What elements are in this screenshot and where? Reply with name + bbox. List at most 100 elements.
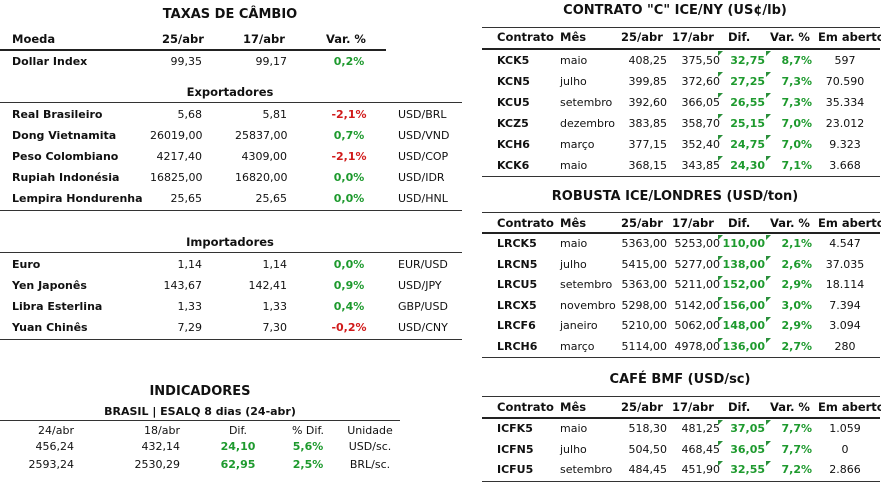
up-marker-icon: [766, 337, 771, 343]
fx-pair: GBP/USD: [398, 300, 448, 313]
futures-header-month: Mês: [560, 400, 587, 414]
indicator-18abr: 2530,29: [134, 458, 181, 471]
fx-value-17abr: 4309,00: [241, 150, 288, 163]
fx-value-17abr: 1,14: [262, 258, 288, 271]
indicators-title: INDICADORES: [149, 384, 251, 399]
futures-var-pct: 2,9%: [781, 278, 812, 291]
up-marker-icon: [766, 420, 771, 425]
futures-month: julho: [560, 75, 587, 88]
ind-h-v1: 24/abr: [38, 424, 74, 437]
futures-dif: 138,00: [722, 257, 765, 271]
importers-bottom-rule: [0, 339, 462, 340]
futures-contract: LRCF6: [497, 319, 536, 332]
indicator-unit: USD/sc.: [348, 440, 392, 453]
futures-open-interest: 4.547: [829, 237, 861, 250]
importers-title: Importadores: [186, 235, 274, 249]
exporters-bottom-rule: [0, 210, 462, 211]
futures-month: setembro: [560, 463, 613, 476]
futures-value-25abr: 5298,00: [621, 298, 668, 312]
futures-value-25abr: 5363,00: [621, 278, 668, 291]
futures-row: KCK6 maio 368,15 343,85 24,30 7,1% 3.668: [0, 155, 881, 176]
exporters-rule: [0, 102, 462, 103]
futures-dif: 27,25: [730, 75, 765, 88]
up-marker-icon: [766, 276, 771, 281]
futures-open-interest: 3.668: [829, 159, 861, 172]
futures-month: dezembro: [560, 117, 615, 130]
up-marker-icon: [718, 461, 723, 466]
futures-contract: KCK5: [497, 54, 530, 67]
indicator-pct-dif: 2,5%: [292, 458, 324, 471]
futures-value-17abr: 481,25: [681, 422, 721, 435]
futures-month: setembro: [560, 96, 613, 109]
futures-header-row: Contrato Mês 25/abr 17/abr Dif. Var. % Em aber…: [0, 397, 881, 418]
futures-var-pct: 7,0%: [781, 117, 812, 130]
futures-var-pct: 2,6%: [781, 257, 812, 271]
fx-var-pct: -0,2%: [331, 321, 367, 334]
up-marker-icon: [718, 420, 723, 425]
futures-value-17abr: 375,50: [681, 54, 721, 67]
futures-dif: 24,75: [730, 138, 765, 151]
fx-row: Yen Japonês 143,67 142,41 0,9% USD/JPY: [0, 275, 462, 296]
indicator-dif: 62,95: [220, 458, 256, 471]
fx-var-pct: -2,1%: [331, 150, 367, 163]
indicators-header: 24/abr 18/abr Dif. % Dif. Unidade: [0, 420, 400, 441]
futures-value-25abr: 5210,00: [621, 319, 668, 332]
futures-value-17abr: 5062,00: [674, 319, 721, 332]
futures-dif: 156,00: [722, 298, 765, 312]
up-marker-icon: [766, 51, 771, 56]
futures-header-dif: Dif.: [728, 216, 751, 230]
futures-row: LRCN5 julho 5415,00 5277,00 138,00 2,6% 37.035: [0, 255, 881, 276]
fx-value-17abr: 7,30: [262, 321, 288, 334]
futures-open-interest: 18.114: [825, 278, 865, 291]
fx-value-17abr: 142,41: [248, 279, 288, 292]
futures-value-17abr: 5253,00: [674, 237, 721, 250]
futures-value-17abr: 5277,00: [674, 257, 721, 271]
fx-var-pct: 0,9%: [333, 279, 365, 292]
fx-header-currency: Moeda: [12, 32, 56, 46]
exporters-title: Exportadores: [186, 85, 274, 99]
up-marker-icon: [718, 156, 723, 161]
fx-currency-name: Dong Vietnamita: [12, 129, 117, 142]
ind-h-pct: % Dif.: [291, 424, 325, 437]
futures-dif: 36,05: [730, 442, 765, 456]
futures-header-contract: Contrato: [497, 216, 554, 230]
bmf-header-rule: [482, 417, 880, 419]
futures-value-25abr: 518,30: [628, 422, 668, 435]
fx-value-17abr: 5,81: [262, 108, 288, 121]
ny-top-rule: [482, 27, 880, 28]
ind-h-dif: Dif.: [228, 424, 248, 437]
futures-contract: ICFK5: [497, 422, 533, 435]
futures-dif: 25,15: [730, 117, 765, 130]
futures-value-25abr: 377,15: [628, 138, 668, 151]
london-bottom-rule: [482, 357, 880, 358]
futures-contract: LRCU5: [497, 278, 538, 291]
up-marker-icon: [718, 114, 723, 119]
up-marker-icon: [718, 235, 723, 240]
futures-dif: 110,00: [722, 237, 765, 250]
fx-header-rule: [0, 49, 386, 51]
futures-header-row: Contrato Mês 25/abr 17/abr Dif. Var. % Em aber…: [0, 213, 881, 234]
futures-header-value-25abr: 25/abr: [621, 216, 663, 230]
futures-row: LRCX5 novembro 5298,00 5142,00 156,00 3,0% 7.3…: [0, 296, 881, 317]
fx-pair: USD/VND: [398, 129, 450, 142]
futures-dif: 32,55: [730, 463, 765, 476]
indicator-row: 456,24 432,14 24,10 5,6% USD/sc.: [0, 438, 400, 456]
futures-contract: KCN5: [497, 75, 530, 88]
futures-header-month: Mês: [560, 216, 587, 230]
fx-value-25abr: 7,29: [177, 321, 203, 334]
futures-dif: 37,05: [730, 422, 765, 435]
futures-header-dif: Dif.: [728, 30, 751, 44]
futures-row: KCH6 março 377,15 352,40 24,75 7,0% 9.323: [0, 134, 881, 155]
london-title: ROBUSTA ICE/LONDRES (USD/ton): [551, 189, 799, 204]
fx-row: Dong Vietnamita 26019,00 25837,00 0,7% USD/V…: [0, 125, 462, 146]
futures-var-pct: 2,7%: [781, 339, 812, 353]
futures-var-pct: 7,7%: [781, 442, 812, 456]
futures-value-25abr: 5363,00: [621, 237, 668, 250]
indicator-18abr: 432,14: [141, 440, 181, 453]
futures-dif: 32,75: [730, 54, 765, 67]
futures-contract: LRCN5: [497, 257, 538, 271]
futures-header-var-pct: Var. %: [770, 30, 810, 44]
up-marker-icon: [766, 235, 771, 240]
fx-value-17abr: 25837,00: [235, 129, 288, 142]
futures-row: KCU5 setembro 392,60 366,05 26,55 7,3% 35.334: [0, 92, 881, 113]
